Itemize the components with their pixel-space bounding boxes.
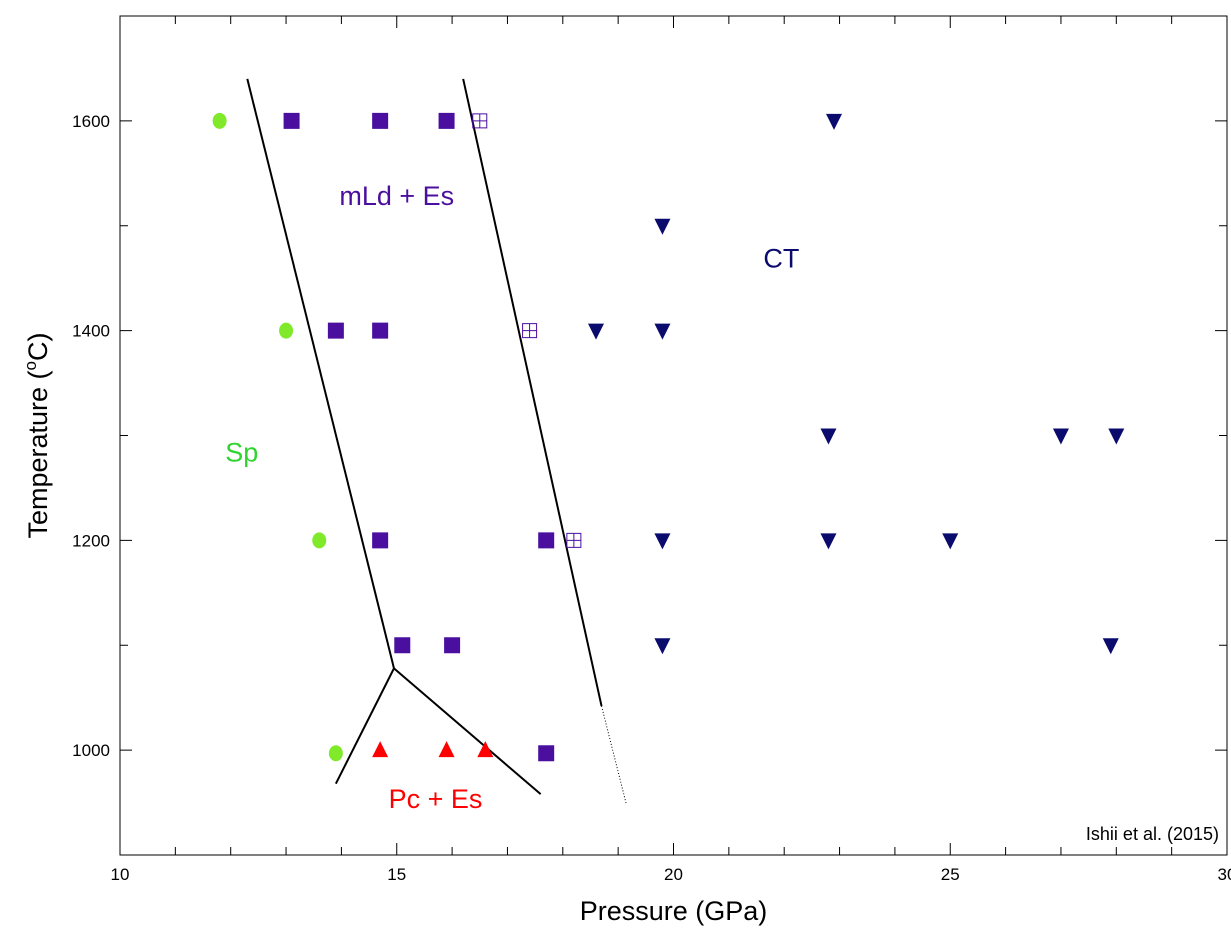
phase-label: Pc + Es <box>389 784 483 814</box>
point-ct-triangle <box>654 638 671 655</box>
phase-boundary-line <box>334 667 395 785</box>
x-tick-label: 20 <box>664 865 683 884</box>
point-ct-triangle <box>820 428 837 445</box>
point-mld-es-square <box>444 637 461 654</box>
point-sp-circle <box>312 532 327 549</box>
y-axis-title-superscript: o <box>21 361 40 370</box>
point-sp-circle <box>328 745 343 762</box>
phase-label: mLd + Es <box>339 181 454 211</box>
y-tick-label: 1600 <box>72 112 110 131</box>
x-axis-title: Pressure (GPa) <box>580 896 768 926</box>
point-mld-es-square <box>372 112 389 129</box>
point-mld-es-square <box>372 532 389 549</box>
phase-label: CT <box>763 244 799 274</box>
y-tick-label: 1000 <box>72 741 110 760</box>
x-axis: 10 15 20 25 30 <box>111 16 1231 884</box>
point-mld-es-square <box>394 637 411 654</box>
y-tick-label: 1400 <box>72 322 110 341</box>
phase-boundary-line <box>601 705 627 805</box>
point-mld-es-square <box>327 322 344 339</box>
point-ct-triangle <box>654 218 671 235</box>
point-pc-es-triangle <box>477 741 494 758</box>
point-sp-circle <box>279 322 294 339</box>
point-mld-es-square <box>283 112 300 129</box>
citation-label: Ishii et al. (2015) <box>1086 824 1219 844</box>
point-ct-triangle <box>588 323 605 340</box>
x-tick-label: 30 <box>1218 865 1231 884</box>
point-ct-triangle <box>826 113 843 130</box>
y-axis-title: Temperature (oC) <box>21 332 53 538</box>
point-ct-triangle <box>654 533 671 550</box>
phase-boundaries <box>246 78 627 805</box>
point-pc-es-triangle <box>438 741 455 758</box>
point-crossed-square <box>472 113 488 129</box>
point-ct-triangle <box>820 533 837 550</box>
phase-label: Sp <box>225 438 258 468</box>
point-mld-es-square <box>538 532 555 549</box>
point-ct-triangle <box>1052 428 1069 445</box>
point-crossed-square <box>522 323 538 339</box>
y-tick-label: 1200 <box>72 531 110 550</box>
point-mld-es-square <box>372 322 389 339</box>
phase-boundary-line <box>462 78 603 707</box>
point-crossed-square <box>566 532 582 548</box>
y-axis: 1000 1200 1400 1600 <box>72 15 1227 856</box>
point-pc-es-triangle <box>372 741 389 758</box>
phase-boundary-line <box>246 78 395 669</box>
x-tick-label: 10 <box>111 865 130 884</box>
point-ct-triangle <box>1108 428 1125 445</box>
point-sp-circle <box>212 112 227 129</box>
point-mld-es-square <box>438 112 455 129</box>
phase-labels: mLd + Es CT Sp Pc + Es <box>225 181 799 814</box>
data-points <box>212 112 1125 762</box>
phase-boundary-line <box>393 667 542 795</box>
point-mld-es-square <box>538 745 555 762</box>
point-ct-triangle <box>654 323 671 340</box>
point-ct-triangle <box>1102 638 1119 655</box>
point-ct-triangle <box>942 533 959 550</box>
x-tick-label: 25 <box>941 865 960 884</box>
x-tick-label: 15 <box>387 865 406 884</box>
